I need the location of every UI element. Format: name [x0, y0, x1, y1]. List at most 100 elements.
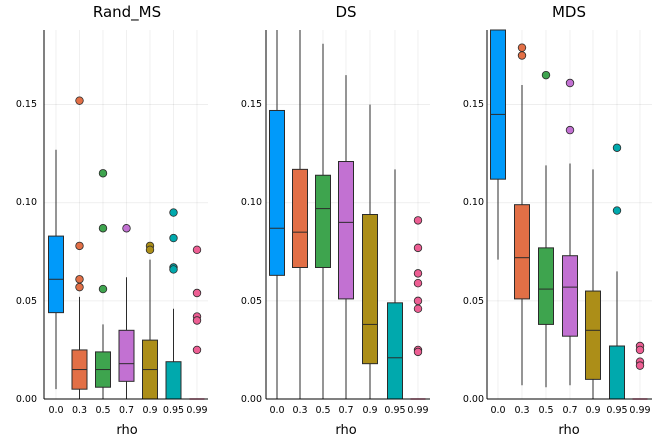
y-tick-label: 0.10	[463, 197, 484, 208]
x-tick-label: 0.3	[514, 405, 529, 416]
outlier-point	[612, 206, 622, 215]
panel-title-rand-ms: Rand_MS	[93, 3, 161, 22]
x-tick-label: 0.7	[338, 405, 353, 416]
iqr-box	[48, 235, 64, 314]
iqr-box	[292, 168, 308, 268]
outlier-point	[635, 345, 645, 355]
iqr-box	[514, 204, 530, 300]
y-tick-label: 0.15	[241, 99, 262, 110]
box-plot-0.7	[338, 75, 354, 399]
outlier-point	[98, 169, 108, 178]
x-tick-label: 0.0	[48, 405, 63, 416]
box-plot-0.5	[95, 169, 111, 399]
axes	[43, 30, 208, 400]
x-tick-label: 0.99	[629, 405, 650, 416]
outlier-point	[413, 347, 423, 357]
box-plot-0.9	[142, 241, 158, 400]
x-tick-label: 0.95	[384, 405, 405, 416]
outlier-point	[413, 243, 423, 253]
x-axis-label-rand-ms: rho	[116, 423, 137, 438]
outlier-point	[192, 345, 202, 355]
outlier-point	[192, 245, 202, 255]
iqr-box	[315, 174, 331, 268]
panel-title-ds: DS	[335, 3, 356, 21]
iqr-box	[538, 247, 554, 325]
outlier-point	[517, 51, 527, 60]
box-plot-0.0	[490, 29, 506, 260]
outlier-point	[517, 43, 527, 52]
outlier-point	[75, 241, 84, 251]
outlier-point	[98, 224, 108, 233]
panel-mds: MDS rho 0.00 0.05 0.10 0.15 0.0 0.3 0.5 …	[463, 3, 652, 438]
outlier-point	[612, 143, 622, 152]
box-plot-0.0	[269, 30, 285, 399]
outlier-point	[565, 78, 575, 88]
x-tick-label: 0.9	[142, 405, 157, 416]
y-tick-label: 0.00	[463, 394, 484, 405]
box-plot-0.7	[118, 224, 135, 399]
y-tick-label: 0.10	[16, 197, 37, 208]
x-tick-label: 0.95	[163, 405, 184, 416]
x-tick-label: 0.5	[95, 405, 110, 416]
iqr-box	[387, 302, 403, 400]
axes	[265, 30, 430, 400]
y-tick-label: 0.10	[241, 197, 262, 208]
outlier-point	[635, 361, 645, 370]
x-axis-label-ds: rho	[335, 423, 356, 438]
x-tick-label: 0.0	[490, 405, 505, 416]
outlier-point	[145, 245, 155, 255]
outlier-point	[169, 265, 178, 274]
iqr-box	[490, 29, 506, 180]
box-plot-0.3	[71, 96, 88, 399]
y-tick-label: 0.05	[16, 296, 37, 307]
outlier-point	[541, 70, 551, 80]
box-plot-0.7	[562, 78, 578, 386]
outlier-point	[413, 304, 423, 313]
x-tick-label: 0.0	[269, 405, 284, 416]
x-tick-label: 0.7	[119, 405, 134, 416]
iqr-box	[362, 214, 378, 365]
box-plot-0.5	[538, 70, 554, 388]
x-tick-label: 0.5	[315, 405, 330, 416]
box-plot-0.5	[315, 43, 331, 399]
y-tick-label: 0.05	[463, 296, 484, 307]
outlier-point	[169, 233, 178, 243]
box-plot-0.3	[514, 43, 530, 386]
iqr-box	[269, 109, 285, 276]
box-plot-0.99	[632, 341, 648, 400]
box-plot-0.9	[362, 104, 378, 399]
y-tick-label: 0.15	[463, 99, 484, 110]
box-plot-0.95	[387, 169, 403, 400]
panel-rand-ms: Rand_MS rho 0.00 0.05 0.10 0.15 0.0 0.3 …	[16, 3, 208, 438]
box-series	[490, 29, 648, 400]
x-tick-label: 0.99	[186, 405, 207, 416]
panel-ds: DS rho 0.00 0.05 0.10 0.15 0.0 0.3 0.5 0…	[241, 3, 430, 438]
y-tick-label: 0.00	[16, 394, 37, 405]
outlier-point	[122, 224, 131, 233]
box-series	[269, 30, 426, 400]
box-plot-0.3	[292, 30, 308, 399]
panel-title-mds: MDS	[552, 3, 586, 21]
box-series	[48, 96, 205, 400]
x-tick-label: 0.9	[585, 405, 600, 416]
iqr-box	[585, 290, 601, 380]
y-tick-label: 0.15	[16, 99, 37, 110]
axes	[486, 30, 652, 400]
outlier-point	[75, 96, 84, 105]
x-axis-label-mds: rho	[558, 423, 579, 438]
outlier-point	[565, 125, 575, 135]
box-plot-0.9	[585, 169, 601, 399]
iqr-box	[562, 255, 578, 337]
y-tick-label: 0.05	[241, 296, 262, 307]
outlier-point	[413, 216, 423, 225]
outlier-point	[192, 316, 202, 325]
outlier-point	[413, 278, 423, 288]
iqr-box	[338, 161, 354, 300]
x-tick-label: 0.9	[362, 405, 377, 416]
iqr-box	[165, 361, 182, 400]
x-tick-label: 0.95	[606, 405, 627, 416]
outlier-point	[98, 284, 108, 294]
y-tick-label: 0.00	[241, 394, 262, 405]
x-tick-label: 0.5	[538, 405, 553, 416]
